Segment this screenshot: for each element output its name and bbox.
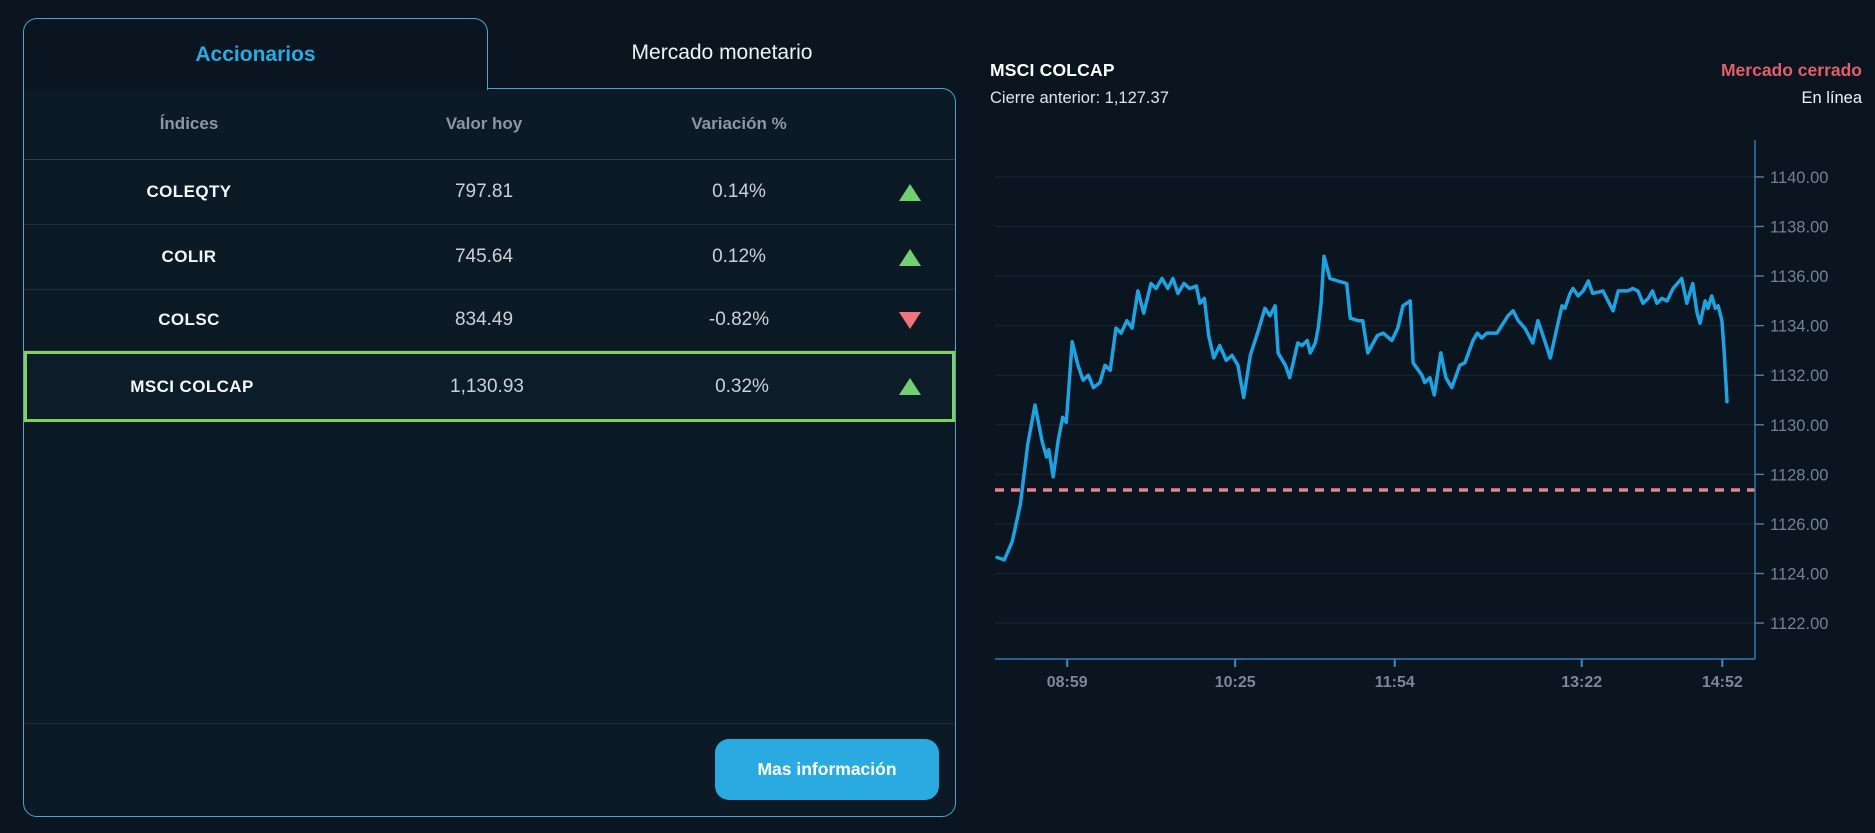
triangle-up-icon bbox=[898, 183, 921, 201]
index-direction-cell bbox=[864, 183, 955, 201]
chart-title: MSCI COLCAP bbox=[990, 60, 1115, 80]
y-axis-label: 1138.00 bbox=[1770, 219, 1828, 237]
index-direction-cell bbox=[867, 378, 952, 395]
y-axis-label: 1128.00 bbox=[1770, 466, 1828, 484]
indices-table-body: COLEQTY 797.81 0.14% COLIR 745.64 0.12% COLSC 8… bbox=[24, 160, 955, 422]
y-axis-label: 1124.00 bbox=[1770, 565, 1828, 583]
index-value: 1,130.93 bbox=[450, 375, 524, 397]
column-header-valor-hoy: Valor hoy bbox=[445, 114, 523, 133]
indices-panel: Índices Valor hoy Variación % COLEQTY 797… bbox=[23, 88, 956, 817]
index-value: 834.49 bbox=[454, 309, 514, 330]
y-axis-label: 1126.00 bbox=[1770, 516, 1828, 534]
y-axis-label: 1132.00 bbox=[1770, 367, 1828, 385]
y-axis-label: 1134.00 bbox=[1770, 318, 1828, 336]
column-header-indices: Índices bbox=[159, 114, 219, 133]
more-info-button[interactable]: Mas información bbox=[715, 739, 939, 800]
index-change: 0.12% bbox=[712, 246, 766, 267]
index-name: COLIR bbox=[161, 247, 217, 266]
index-direction-cell bbox=[864, 311, 955, 329]
x-axis-label: 11:54 bbox=[1375, 674, 1415, 691]
triangle-up-icon bbox=[898, 248, 921, 266]
x-axis-label: 10:25 bbox=[1215, 674, 1256, 691]
y-axis-label: 1136.00 bbox=[1770, 268, 1828, 286]
previous-close-label: Cierre anterior: bbox=[990, 89, 1101, 107]
index-change: 0.14% bbox=[712, 181, 766, 202]
index-change: -0.82% bbox=[708, 309, 770, 330]
x-axis-label: 13:22 bbox=[1561, 674, 1602, 691]
triangle-down-icon bbox=[898, 311, 921, 329]
index-name: MSCI COLCAP bbox=[130, 376, 254, 396]
index-direction-cell bbox=[864, 248, 955, 266]
table-header-row: Índices Valor hoy Variación % bbox=[24, 89, 955, 160]
connection-status: En línea bbox=[1801, 89, 1862, 107]
y-axis-label: 1130.00 bbox=[1770, 417, 1828, 435]
x-axis-label: 08:59 bbox=[1047, 674, 1088, 691]
chart-status: Mercado cerrado En línea bbox=[1721, 60, 1862, 108]
index-value: 745.64 bbox=[454, 246, 514, 267]
panel-divider bbox=[24, 723, 955, 724]
tab-accionarios-label: Accionarios bbox=[195, 42, 316, 66]
tab-mercado-monetario-label: Mercado monetario bbox=[631, 41, 813, 64]
column-header-variacion: Variación % bbox=[691, 114, 787, 133]
y-axis-label: 1140.00 bbox=[1770, 169, 1828, 187]
table-row-colir[interactable]: COLIR 745.64 0.12% bbox=[24, 225, 955, 290]
previous-close-text: Cierre anterior: 1,127.37 bbox=[990, 89, 1169, 108]
chart-header: MSCI COLCAP Cierre anterior: 1,127.37 bbox=[990, 60, 1169, 108]
index-change: 0.32% bbox=[715, 375, 769, 397]
price-chart: 1140.00 1138.00 1136.00 1134.00 1132.00 1130.… bbox=[995, 140, 1828, 691]
index-value: 797.81 bbox=[454, 181, 514, 202]
index-name: COLSC bbox=[158, 310, 220, 329]
tab-accionarios[interactable]: Accionarios bbox=[23, 18, 488, 90]
table-row-coleqty[interactable]: COLEQTY 797.81 0.14% bbox=[24, 160, 955, 225]
tab-mercado-monetario[interactable]: Mercado monetario bbox=[488, 18, 956, 88]
index-name: COLEQTY bbox=[146, 182, 232, 201]
table-row-colsc[interactable]: COLSC 834.49 -0.82% bbox=[24, 290, 955, 351]
y-axis-label: 1122.00 bbox=[1770, 615, 1828, 633]
previous-close-value: 1,127.37 bbox=[1104, 89, 1169, 107]
x-axis-label: 14:52 bbox=[1702, 674, 1743, 691]
price-line-series bbox=[995, 254, 1729, 562]
triangle-up-icon bbox=[898, 378, 921, 395]
market-status-badge: Mercado cerrado bbox=[1720, 60, 1862, 80]
table-row-msci-colcap[interactable]: MSCI COLCAP 1,130.93 0.32% bbox=[24, 351, 955, 422]
